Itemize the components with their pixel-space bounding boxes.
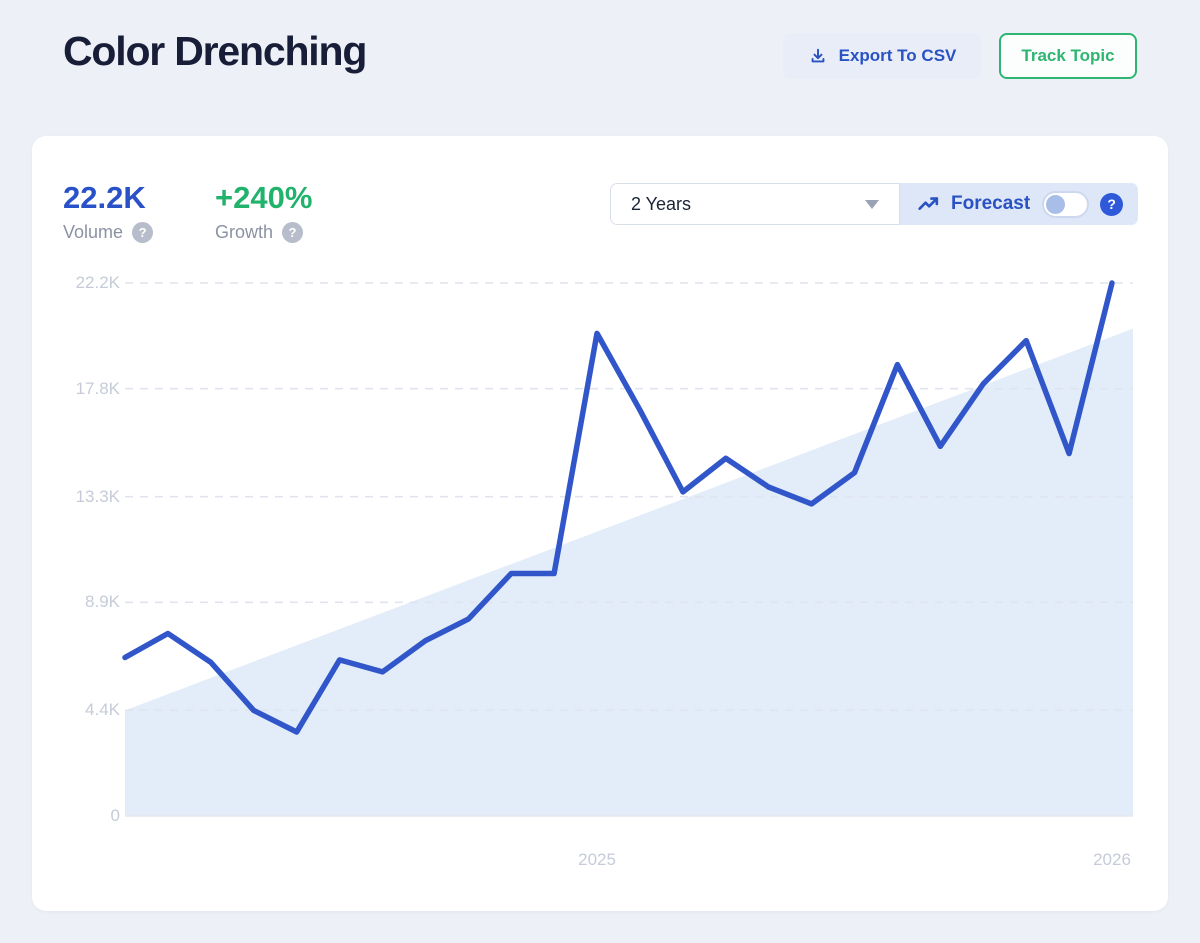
export-csv-button[interactable]: Export To CSV [783,33,981,79]
forecast-label: Forecast [951,193,1031,214]
growth-value: +240% [215,180,313,215]
download-icon [808,46,828,66]
volume-value: 22.2K [63,180,146,215]
chart-controls: 2 Years Forecast ? [610,183,1138,225]
growth-label: Growth [215,222,274,242]
growth-help-icon[interactable]: ? [282,222,304,243]
chart-plot-svg [122,280,1133,817]
growth-label-row: Growth ? [215,222,304,243]
forecast-toggle-knob [1046,194,1066,214]
page-title: Color Drenching [63,28,367,74]
time-range-dropdown[interactable]: 2 Years [610,183,900,225]
y-axis-tick-label: 17.8K [75,378,120,398]
trend-chart[interactable]: 22.2K 17.8K 13.3K 8.9K 4.4K 0 2025 2026 [32,136,1168,911]
track-topic-label: Track Topic [1021,46,1115,65]
volume-line [122,280,1115,735]
y-axis-tick-label: 8.9K [85,592,120,612]
y-axis-tick-label: 4.4K [85,700,120,720]
track-topic-button[interactable]: Track Topic [999,33,1137,79]
chart-card: 22.2K Volume ? +240% Growth ? 2 Years Fo… [32,136,1168,911]
chevron-down-icon [865,199,879,209]
volume-label-row: Volume ? [63,222,154,243]
y-axis-tick-label: 13.3K [75,486,120,506]
forecast-help-icon[interactable]: ? [1100,192,1124,216]
time-range-value: 2 Years [631,193,692,214]
trending-up-icon [916,192,941,217]
x-axis-tick-label: 2025 [578,850,616,869]
y-axis-tick-label: 0 [110,806,120,825]
export-csv-label: Export To CSV [838,46,957,65]
forecast-toggle[interactable] [1042,190,1090,218]
volume-help-icon[interactable]: ? [132,222,154,243]
volume-label: Volume [63,222,124,242]
y-axis-tick-label: 22.2K [75,273,120,292]
trend-area [125,328,1133,816]
x-axis-tick-label: 2026 [1093,850,1131,869]
forecast-control: Forecast ? [900,183,1138,225]
